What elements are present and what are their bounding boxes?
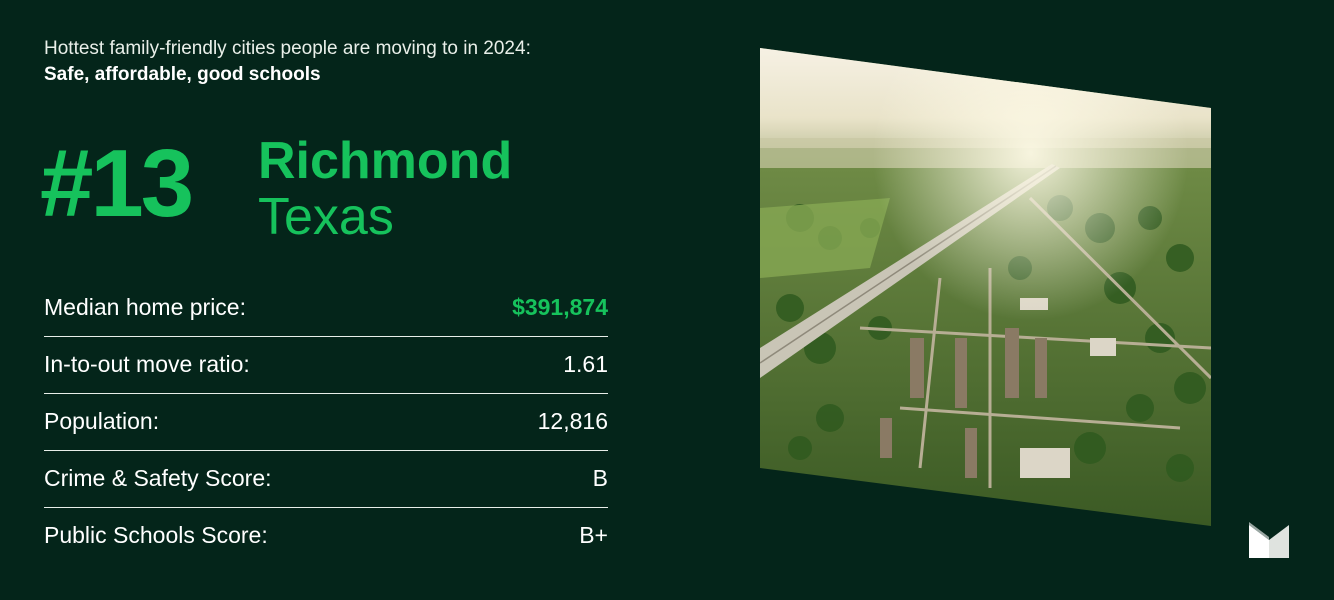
stat-row-population: Population: 12,816 bbox=[44, 394, 608, 451]
stat-row-public-schools: Public Schools Score: B+ bbox=[44, 508, 608, 565]
city-aerial-photo bbox=[760, 48, 1211, 526]
stat-value: 12,816 bbox=[537, 408, 608, 434]
state-name: Texas bbox=[258, 188, 394, 246]
page-subtitle: Hottest family-friendly cities people ar… bbox=[44, 38, 531, 59]
stat-label: Population: bbox=[44, 408, 160, 434]
stat-row-median-home-price: Median home price: $391,874 bbox=[44, 280, 608, 337]
stat-label: Public Schools Score: bbox=[44, 522, 268, 548]
page-tagline: Safe, affordable, good schools bbox=[44, 64, 321, 85]
city-name: Richmond bbox=[258, 132, 513, 190]
stat-label: In-to-out move ratio: bbox=[44, 351, 250, 377]
rank-number: #13 bbox=[40, 130, 194, 237]
stat-label: Median home price: bbox=[44, 294, 246, 320]
stat-label: Crime & Safety Score: bbox=[44, 465, 272, 491]
stats-list: Median home price: $391,874 In-to-out mo… bbox=[44, 280, 608, 565]
header: Hottest family-friendly cities people ar… bbox=[44, 36, 664, 88]
ranking-block: #13 Richmond Texas bbox=[40, 128, 680, 248]
stat-value: 1.61 bbox=[563, 351, 608, 377]
stat-value: B+ bbox=[579, 522, 608, 548]
stat-row-move-ratio: In-to-out move ratio: 1.61 bbox=[44, 337, 608, 394]
stat-value: B bbox=[592, 465, 608, 491]
brand-logo-icon bbox=[1249, 522, 1289, 558]
stat-row-crime-safety: Crime & Safety Score: B bbox=[44, 451, 608, 508]
stat-value: $391,874 bbox=[512, 294, 608, 320]
